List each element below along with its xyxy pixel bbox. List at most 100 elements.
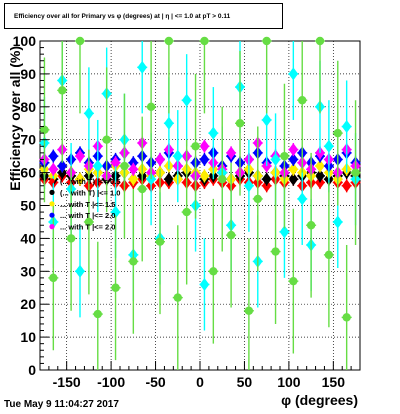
timestamp: Tue May 9 11:04:27 2017 [4,399,119,410]
data-point [138,184,147,194]
data-point [164,172,174,186]
data-point [75,149,85,163]
data-point [137,60,148,74]
data-point [341,120,352,134]
data-point [279,225,290,239]
data-point [262,36,271,46]
y-tick-label: 70 [20,132,36,148]
y-tick-label: 10 [20,329,36,345]
data-point [218,174,227,184]
legend-marker [49,212,55,218]
data-point [173,293,182,302]
y-tick-label: 80 [20,99,36,115]
data-point [288,143,299,157]
data-point [306,221,316,230]
series-6 [39,36,361,370]
data-point [49,273,58,283]
data-point [199,139,210,153]
series-layer [39,36,361,370]
data-point [208,126,219,140]
data-point [280,151,289,161]
tick-marks [40,40,352,371]
data-point [84,217,94,227]
data-point [244,306,254,315]
y-tick-label: 30 [20,263,36,279]
legend: (... with T) |<= 0.5 (... with T) |<= 1.0… [49,177,120,232]
legend-label: ... with T |<= 1.5 [60,200,115,209]
data-point [209,267,218,276]
data-point [226,230,236,240]
legend-label: ... with T |<= 2.0 [60,223,115,232]
data-point [191,142,200,151]
data-point [332,215,343,229]
data-point [235,119,245,128]
data-point [288,172,299,186]
data-point [289,276,298,286]
data-point [298,96,307,105]
data-point [40,125,49,135]
data-point [155,152,165,166]
data-point [226,146,236,160]
data-point [288,67,299,81]
data-point [324,250,334,260]
data-point [110,156,121,170]
x-tick-label: 0 [196,374,204,390]
y-axis-label: Efficiency over all (%) [7,46,23,191]
x-tick-label: 150 [322,374,346,390]
legend-marker [49,189,55,195]
data-point [200,36,209,46]
data-point [271,247,280,256]
data-point [315,169,325,183]
data-point [110,205,121,219]
legend-label: (... with T) |<= 1.0 [60,188,120,197]
legend-label: ... with T |<= 2.0 [60,211,115,220]
x-tick-label: -150 [53,374,81,390]
data-point [351,168,360,177]
data-point [315,159,325,173]
data-point [288,162,299,176]
data-point [120,161,129,171]
x-axis-label: φ (degrees) [281,392,358,408]
data-point [75,172,85,186]
data-point [164,36,174,46]
data-point [172,149,183,163]
y-tick-label: 40 [20,230,36,246]
y-tick-label: 20 [20,296,36,312]
data-point [288,152,299,166]
x-tick-label: 100 [277,374,301,390]
data-point [199,169,210,183]
y-tick-label: 50 [20,198,36,214]
y-tick-label: 90 [20,66,36,82]
data-point [75,264,85,278]
data-point [324,139,334,153]
chart-title: Efficiency over all for Primary vs φ (de… [14,13,231,20]
x-tick-label: -50 [145,374,165,390]
data-point [66,234,76,243]
tick-labels: -150 -100 -50 0 50 100 150 0 10 20 30 40 50 60 70 80 90 1… [13,33,346,390]
legend-marker [49,178,55,184]
data-point [199,152,210,166]
legend-label: (... with T) |<= 0.5 [60,177,120,186]
title-box: Efficiency over all for Primary vs φ (de… [4,3,283,29]
data-point [75,36,85,46]
data-point [128,172,139,186]
data-point [111,283,120,292]
data-point [261,113,272,127]
data-point [129,257,138,266]
data-point [58,86,67,95]
data-point [342,313,351,322]
data-point [199,277,210,291]
data-point [93,309,102,319]
data-point [128,162,139,176]
data-point [244,179,254,193]
data-point [146,102,156,112]
legend-marker [49,224,55,230]
data-point [253,194,262,204]
data-point [48,162,59,176]
data-point [315,36,325,46]
data-point [155,237,165,246]
data-point [57,159,68,173]
data-point [84,106,94,120]
data-point [297,192,308,206]
